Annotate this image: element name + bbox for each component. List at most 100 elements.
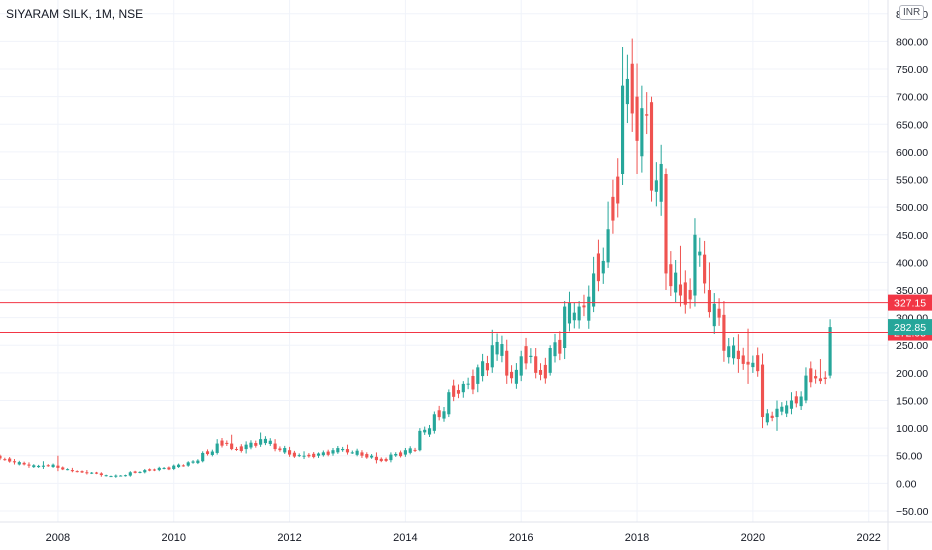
candle-body [75, 471, 79, 473]
candle-body [268, 440, 272, 445]
candle-body [350, 452, 354, 454]
candle-body [423, 429, 427, 433]
candle-body [567, 302, 572, 324]
candle-body [403, 450, 407, 455]
y-tick-label: 400.00 [896, 257, 928, 269]
candle-body [635, 96, 639, 141]
candle-body [751, 362, 755, 368]
candle-body [442, 411, 446, 419]
candle-body [746, 361, 750, 365]
candle-body [476, 367, 480, 384]
candle-body [789, 400, 794, 409]
last-price-bg [888, 319, 932, 336]
candle-body [8, 458, 12, 462]
candle-body [85, 472, 89, 474]
candle-body [823, 377, 827, 379]
candle-body [37, 465, 41, 468]
candle-body [558, 339, 562, 354]
candle-body [297, 455, 301, 457]
candle-body [809, 368, 813, 383]
x-tick-label: 2020 [741, 532, 765, 544]
candle-body [630, 63, 634, 114]
candle-body [239, 446, 243, 451]
candle-body [799, 396, 803, 407]
candle-body [254, 443, 258, 446]
candle-body [495, 341, 499, 355]
candle-body [471, 375, 475, 390]
candle-body [80, 471, 84, 473]
level-label-bg [888, 294, 932, 311]
candle-body [794, 396, 798, 404]
candle-body [114, 475, 118, 477]
candle-body [104, 475, 108, 477]
y-tick-label: 50.00 [896, 451, 922, 463]
x-tick-label: 2022 [856, 532, 880, 544]
candle-body [220, 440, 224, 446]
candle-body [196, 460, 200, 464]
candle-body [355, 450, 359, 455]
candle-body [582, 305, 586, 308]
candle-body [172, 465, 176, 469]
candle-body [524, 346, 528, 364]
candle-body [596, 253, 601, 282]
last-price-label: 282.85 [894, 322, 926, 334]
candle-body [389, 454, 393, 461]
candle-body [640, 108, 644, 157]
candle-body [553, 342, 557, 357]
candle-body [664, 174, 668, 274]
candle-body [46, 465, 50, 467]
candle-body [263, 438, 268, 444]
candle-body [181, 465, 185, 467]
candle-body [500, 344, 504, 356]
y-tick-label: 100.00 [896, 423, 928, 435]
candle-body [326, 451, 330, 455]
candle-body [543, 364, 547, 379]
candle-body [669, 264, 673, 287]
candle-body [365, 454, 369, 458]
y-tick-label: 700.00 [896, 92, 928, 104]
candle-body [519, 356, 523, 376]
y-tick-label: 200.00 [896, 368, 928, 380]
candle-body [529, 355, 533, 357]
y-tick-label: 500.00 [896, 202, 928, 214]
x-tick-label: 2010 [161, 532, 185, 544]
candle-body [731, 345, 736, 359]
candle-body [645, 114, 649, 116]
candle-body [505, 350, 509, 376]
x-tick-label: 2012 [277, 532, 301, 544]
x-tick-label: 2016 [509, 532, 533, 544]
candle-body [659, 163, 663, 202]
y-tick-label: 550.00 [896, 175, 928, 187]
candle-body [374, 456, 379, 461]
candle-body [287, 450, 292, 455]
candle-body [307, 454, 311, 457]
currency-button[interactable]: INR [899, 5, 925, 20]
candle-body [384, 458, 388, 461]
candle-body [191, 461, 195, 463]
candle-body [514, 369, 518, 384]
candle-body [437, 410, 441, 418]
candle-body [616, 176, 620, 204]
candle-body [756, 355, 760, 372]
candle-body [814, 376, 818, 379]
candle-body [620, 85, 625, 174]
y-tick-label: 650.00 [896, 119, 928, 131]
candle-body [119, 475, 123, 477]
candle-body [452, 385, 456, 397]
candle-body [379, 458, 383, 462]
y-tick-label: 800.00 [896, 36, 928, 48]
candle-body [712, 303, 716, 327]
candle-body [215, 443, 219, 453]
candle-body [51, 464, 55, 468]
candle-body [427, 428, 432, 435]
candle-body [273, 443, 277, 450]
candle-body [548, 348, 552, 373]
candle-body [133, 471, 137, 473]
level-label: 327.15 [894, 298, 926, 310]
candle-body [818, 378, 823, 382]
candle-body [186, 462, 190, 466]
candle-body [370, 455, 374, 458]
candle-body [572, 312, 576, 321]
